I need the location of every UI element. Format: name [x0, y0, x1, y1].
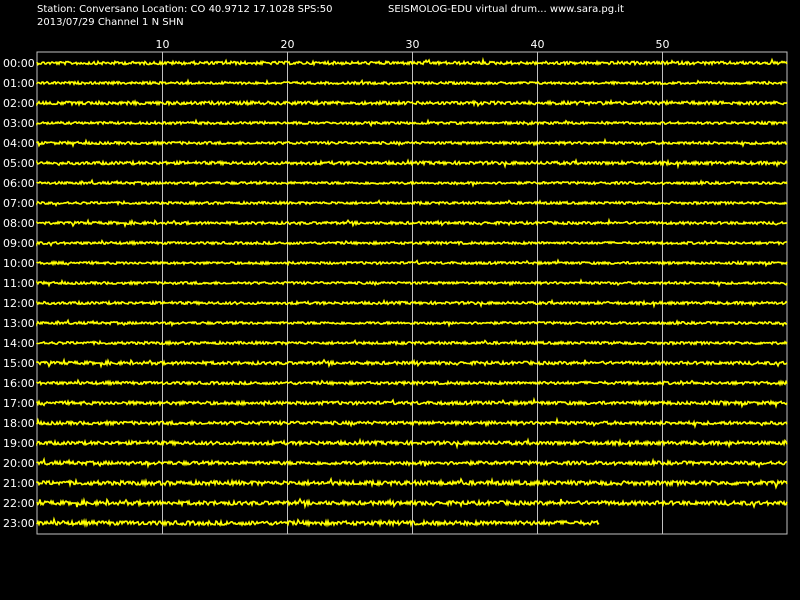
row-label: 07:00	[3, 197, 35, 210]
trace-row	[36, 476, 788, 490]
trace-row	[36, 496, 788, 510]
trace-row	[36, 437, 788, 450]
trace-row	[36, 137, 788, 148]
trace-row	[36, 258, 788, 268]
row-label: 17:00	[3, 397, 35, 410]
row-label: 08:00	[3, 217, 35, 230]
row-label: 18:00	[3, 417, 35, 430]
row-label: 16:00	[3, 377, 35, 390]
row-label: 20:00	[3, 457, 35, 470]
row-label: 01:00	[3, 77, 35, 90]
trace-row	[36, 298, 788, 309]
trace-row	[36, 217, 788, 229]
trace-row	[36, 238, 788, 247]
trace-row	[36, 396, 788, 409]
row-label: 06:00	[3, 177, 35, 190]
trace-row	[36, 98, 788, 108]
trace-row	[36, 158, 788, 170]
row-label: 23:00	[3, 517, 35, 530]
row-label: 09:00	[3, 237, 35, 250]
trace-row	[36, 338, 788, 347]
x-tick-label-20: 20	[281, 38, 295, 51]
x-tick-label-10: 10	[156, 38, 170, 51]
row-label: 14:00	[3, 337, 35, 350]
trace-row	[36, 278, 788, 288]
row-label: 05:00	[3, 157, 35, 170]
row-label: 21:00	[3, 477, 35, 490]
trace-row	[36, 118, 788, 128]
trace-row	[36, 378, 788, 387]
row-label: 10:00	[3, 257, 35, 270]
x-tick-label-50: 50	[656, 38, 670, 51]
trace-row	[36, 456, 788, 469]
trace-row	[36, 199, 788, 208]
trace-row	[36, 178, 788, 188]
trace-row	[36, 357, 788, 369]
row-label: 15:00	[3, 357, 35, 370]
trace-row	[36, 78, 788, 87]
date-channel-info: 2013/07/29 Channel 1 N SHN	[37, 17, 184, 28]
row-label: 19:00	[3, 437, 35, 450]
row-label: 04:00	[3, 137, 35, 150]
x-tick-label-30: 30	[406, 38, 420, 51]
row-label: 03:00	[3, 117, 35, 130]
station-info: Station: Conversano Location: CO 40.9712…	[37, 4, 333, 15]
row-label: 12:00	[3, 297, 35, 310]
row-label: 02:00	[3, 97, 35, 110]
trace-row	[36, 516, 600, 528]
row-label: 22:00	[3, 497, 35, 510]
row-label: 13:00	[3, 317, 35, 330]
trace-row	[36, 318, 788, 328]
app-title: SEISMOLOG-EDU virtual drum... www.sara.p…	[388, 4, 624, 15]
row-label: 00:00	[3, 57, 35, 70]
trace-row	[36, 56, 788, 67]
x-tick-label-40: 40	[531, 38, 545, 51]
row-label: 11:00	[3, 277, 35, 290]
trace-row	[36, 416, 788, 430]
